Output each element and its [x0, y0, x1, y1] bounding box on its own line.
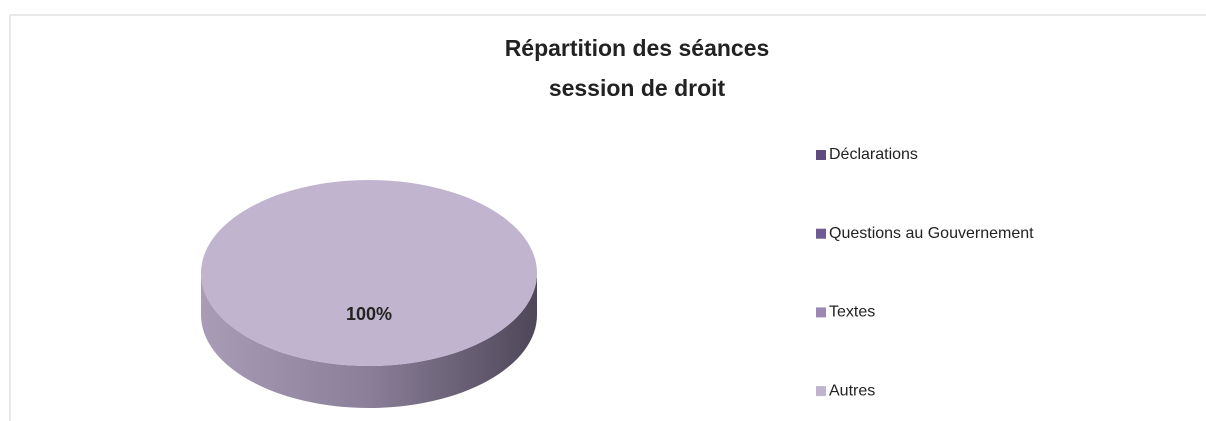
- pie-side: [201, 273, 537, 408]
- legend-label: Autres: [829, 382, 875, 399]
- legend-label: Déclarations: [829, 146, 918, 163]
- chart-subtitle: session de droit: [549, 75, 726, 101]
- legend-swatch: [816, 228, 826, 239]
- legend-swatch: [816, 150, 826, 160]
- value-label: 100%: [346, 304, 392, 324]
- pie-slice: [201, 180, 537, 366]
- legend-label: Textes: [829, 304, 875, 321]
- legend-label: Questions au Gouvernement: [829, 225, 1034, 242]
- chart-title: Répartition des séances: [505, 35, 770, 61]
- legend-swatch: [816, 307, 826, 318]
- legend-swatch: [816, 386, 826, 397]
